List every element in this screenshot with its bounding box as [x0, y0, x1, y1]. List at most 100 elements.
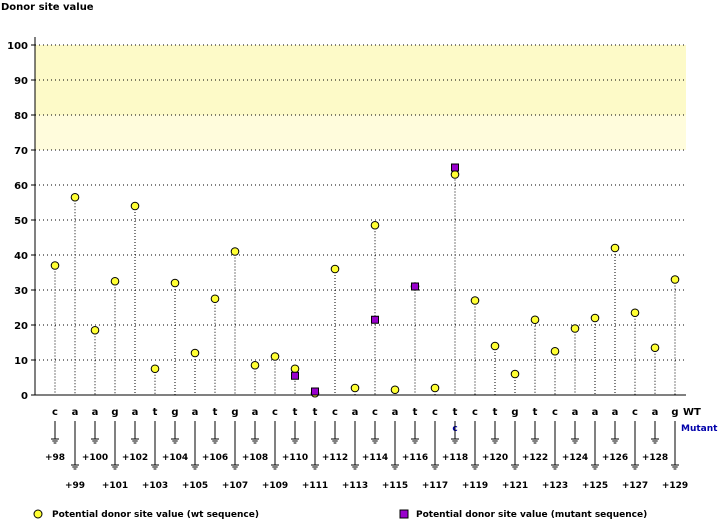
position-label: +126 [602, 453, 628, 463]
wt-base: t [313, 407, 318, 418]
y-axis-title: Donor site value [1, 2, 94, 13]
y-tick-label: 70 [14, 146, 28, 157]
wt-point [470, 296, 480, 305]
y-tick-label: 30 [14, 286, 28, 297]
wt-point [50, 261, 60, 270]
wt-point [70, 192, 80, 202]
wt-base: g [511, 407, 518, 418]
wt-base: c [272, 407, 278, 418]
wt-base: c [552, 407, 558, 418]
wt-base: c [472, 407, 478, 418]
position-label: +98 [45, 453, 65, 463]
wt-point [270, 352, 280, 361]
wt-point [350, 383, 360, 393]
y-tick-label: 10 [14, 356, 28, 367]
wt-base: c [632, 407, 638, 418]
wt-row-label: WT [683, 407, 701, 418]
legend-wt-label: Potential donor site value (wt sequence) [52, 510, 259, 520]
wt-point [90, 325, 100, 335]
wt-base: t [293, 407, 298, 418]
legend-wt-marker [33, 509, 43, 519]
wt-point [590, 313, 600, 323]
wt-base: c [332, 407, 338, 418]
mutant-point [311, 387, 319, 396]
wt-base: t [533, 407, 538, 418]
wt-point [630, 308, 640, 318]
highlight-band-1 [35, 115, 686, 150]
wt-base: t [493, 407, 498, 418]
wt-base: a [572, 407, 579, 418]
wt-base: t [213, 407, 218, 418]
position-label: +113 [342, 481, 368, 491]
wt-point [230, 247, 240, 256]
wt-base: g [671, 407, 678, 418]
wt-point [530, 315, 540, 325]
wt-base: a [132, 407, 139, 418]
position-label: +104 [162, 453, 188, 463]
gridlines [35, 44, 686, 361]
position-label: +129 [662, 481, 688, 491]
mutant-point [411, 282, 419, 291]
wt-base: a [352, 407, 359, 418]
legend-mutant-label: Potential donor site value (mutant seque… [416, 510, 647, 520]
position-label: +116 [402, 453, 428, 463]
wt-base: c [372, 407, 378, 418]
position-label: +111 [302, 481, 328, 491]
wt-base: c [432, 407, 438, 418]
wt-point [130, 201, 140, 211]
position-label: +128 [642, 453, 668, 463]
position-label: +106 [202, 453, 228, 463]
wt-base: g [111, 407, 118, 418]
mutant-row-label: Mutant [681, 424, 718, 434]
position-label: +107 [222, 481, 248, 491]
y-tick-label: 0 [21, 391, 28, 402]
position-label: +103 [142, 481, 168, 491]
wt-base: t [453, 407, 458, 418]
position-label: +119 [462, 481, 488, 491]
wt-point [490, 341, 500, 351]
wt-point [210, 294, 220, 304]
highlight-band-0 [35, 45, 686, 115]
wt-point [150, 364, 160, 374]
wt-base: a [652, 407, 659, 418]
wt-point [550, 346, 560, 356]
position-label: +105 [182, 481, 208, 491]
y-tick-label: 80 [14, 111, 28, 122]
wt-base: g [171, 407, 178, 418]
position-label: +120 [482, 453, 508, 463]
wt-base: g [231, 407, 238, 418]
position-label: +123 [542, 481, 568, 491]
position-label: +114 [362, 453, 388, 463]
highlight-bands [35, 45, 686, 150]
position-label: +115 [382, 481, 408, 491]
wt-point [250, 360, 260, 370]
wt-point [390, 385, 400, 395]
wt-point [450, 170, 460, 179]
wt-point [570, 324, 580, 333]
position-label: +118 [442, 453, 468, 463]
data-markers [50, 163, 680, 398]
wt-point [430, 383, 440, 393]
wt-base: a [612, 407, 619, 418]
position-label: +101 [102, 481, 128, 491]
position-label: +121 [502, 481, 528, 491]
position-label: +122 [522, 453, 548, 463]
y-tick-label: 50 [14, 216, 28, 227]
wt-base: a [252, 407, 259, 418]
wt-point [670, 275, 680, 284]
wt-point [190, 348, 200, 358]
position-label: +102 [122, 453, 148, 463]
wt-point [650, 343, 660, 353]
wt-point [370, 220, 380, 230]
mutant-point [451, 163, 459, 172]
y-tick-label: 100 [7, 41, 28, 52]
position-label: +124 [562, 453, 588, 463]
y-tick-label: 90 [14, 76, 28, 87]
position-label: +125 [582, 481, 608, 491]
wt-point [610, 243, 620, 253]
wt-base: a [92, 407, 99, 418]
position-label: +99 [65, 481, 85, 491]
wt-point [110, 276, 120, 286]
wt-point [510, 369, 520, 379]
